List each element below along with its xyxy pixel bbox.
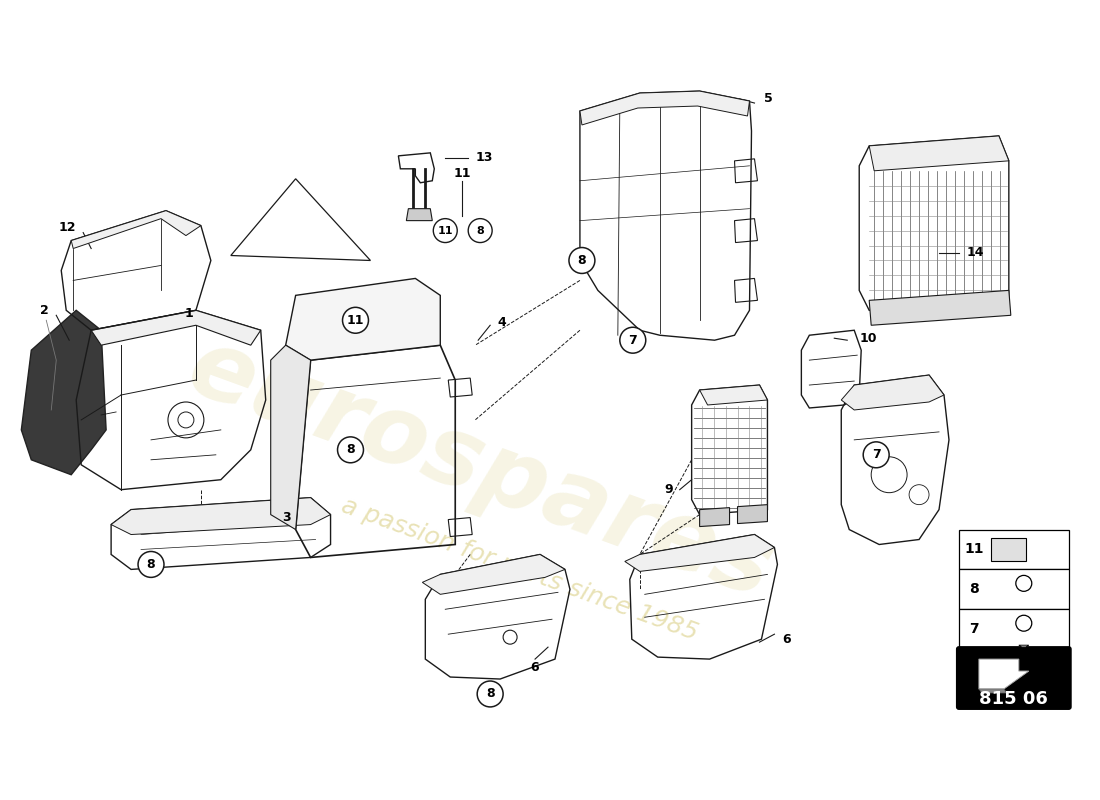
Text: 5: 5: [764, 91, 773, 105]
Text: 11: 11: [346, 314, 364, 326]
Bar: [959, 570, 1069, 610]
Bar: [959, 530, 1069, 570]
Text: 10: 10: [859, 332, 877, 345]
Polygon shape: [286, 278, 440, 360]
Text: 8: 8: [969, 582, 979, 596]
Bar: [959, 610, 1069, 649]
Text: a passion for parts since 1985: a passion for parts since 1985: [339, 494, 702, 646]
Text: 7: 7: [628, 334, 637, 346]
Polygon shape: [406, 209, 432, 221]
Polygon shape: [869, 290, 1011, 326]
Polygon shape: [737, 505, 768, 523]
Polygon shape: [700, 385, 768, 405]
Polygon shape: [580, 91, 749, 125]
Circle shape: [569, 247, 595, 274]
Circle shape: [138, 551, 164, 578]
Polygon shape: [842, 375, 944, 410]
Circle shape: [1015, 615, 1032, 631]
Circle shape: [619, 327, 646, 353]
Polygon shape: [979, 659, 1028, 689]
Polygon shape: [869, 136, 1009, 170]
Text: 9: 9: [664, 483, 673, 496]
Circle shape: [338, 437, 363, 462]
Text: 8: 8: [578, 254, 586, 267]
Text: 815 06: 815 06: [979, 690, 1048, 708]
Text: 11: 11: [438, 226, 453, 235]
Text: 2: 2: [40, 304, 48, 317]
Text: 4: 4: [497, 316, 506, 329]
Circle shape: [477, 681, 503, 707]
Text: 1: 1: [184, 307, 192, 320]
Polygon shape: [625, 534, 774, 571]
Polygon shape: [91, 310, 261, 345]
Text: 8: 8: [146, 558, 155, 571]
Text: 11: 11: [965, 542, 983, 557]
Polygon shape: [979, 689, 1006, 693]
Polygon shape: [21, 310, 106, 474]
Text: 12: 12: [58, 221, 76, 234]
Polygon shape: [422, 554, 565, 594]
Text: 8: 8: [346, 443, 355, 456]
Circle shape: [342, 307, 369, 334]
Circle shape: [1015, 575, 1032, 591]
Text: 11: 11: [453, 167, 471, 180]
Text: 7: 7: [969, 622, 979, 636]
Polygon shape: [111, 498, 331, 534]
FancyBboxPatch shape: [957, 647, 1070, 709]
Polygon shape: [72, 210, 201, 249]
Text: 8: 8: [476, 226, 484, 235]
Text: eurospares: eurospares: [175, 321, 785, 618]
Bar: [991, 538, 1026, 562]
Polygon shape: [1019, 645, 1028, 647]
Text: 6: 6: [782, 633, 791, 646]
Text: 8: 8: [486, 687, 495, 701]
Text: 3: 3: [282, 511, 290, 524]
Circle shape: [864, 442, 889, 468]
Polygon shape: [700, 508, 729, 526]
Text: 14: 14: [967, 246, 984, 259]
Text: 7: 7: [872, 448, 880, 462]
Text: 13: 13: [475, 151, 493, 164]
Polygon shape: [271, 345, 310, 530]
Text: 6: 6: [530, 661, 539, 674]
